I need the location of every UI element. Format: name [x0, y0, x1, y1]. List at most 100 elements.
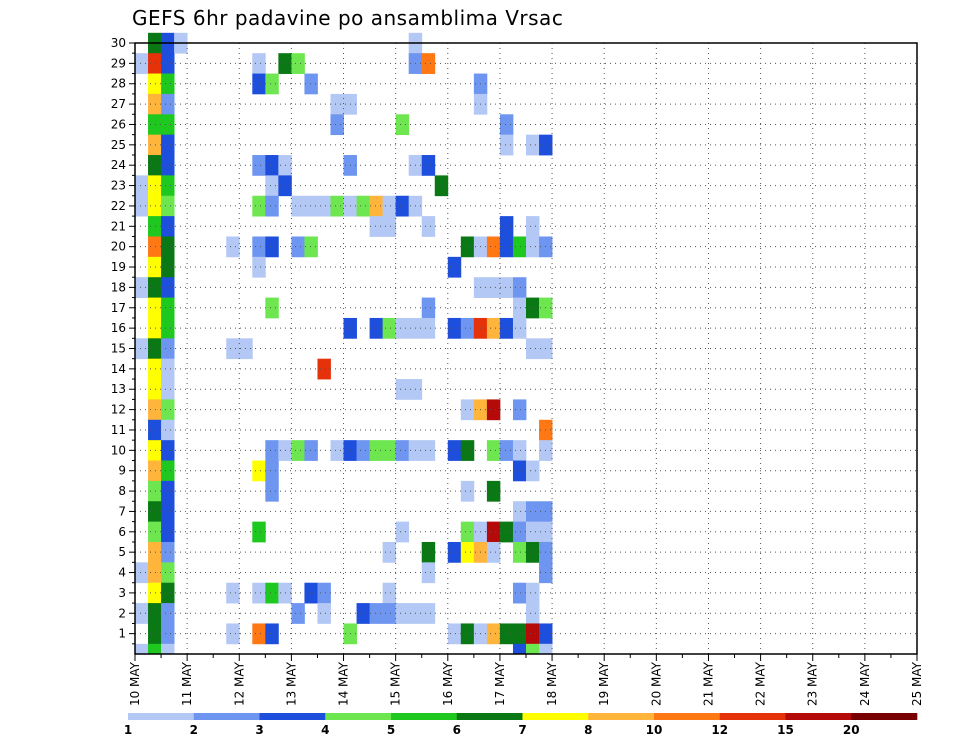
heatmap-cell	[148, 399, 162, 421]
heatmap-cell	[161, 134, 175, 156]
heatmap-cell	[161, 440, 175, 461]
x-tick-label: 20 MAY	[649, 661, 663, 706]
y-tick-label: 23	[111, 179, 126, 193]
heatmap-cell	[265, 582, 279, 604]
heatmap-cell	[161, 93, 175, 115]
heatmap-cell	[161, 582, 175, 604]
heatmap-cell	[252, 73, 266, 95]
heatmap-cell	[161, 358, 175, 380]
heatmap-cell	[148, 480, 162, 502]
heatmap-cell	[135, 277, 149, 298]
colorbar-label: 6	[453, 723, 461, 737]
x-tick-label: 24 MAY	[858, 661, 872, 706]
heatmap-cell	[148, 236, 162, 258]
heatmap-cell	[291, 603, 305, 624]
x-tick-label: 21 MAY	[701, 661, 715, 706]
heatmap-cell	[395, 379, 410, 400]
x-axis-ticks: 10 MAY 11 MAY 12 MAY 13 MAY 14 MAY 15 MAY 16 M…	[128, 654, 924, 706]
heatmap-cell	[148, 155, 162, 176]
heatmap-cell	[460, 541, 475, 563]
heatmap-cell	[148, 256, 162, 278]
y-tick-label: 15	[111, 342, 126, 356]
heatmap-cell	[499, 236, 514, 258]
colorbar-label: 8	[584, 723, 592, 737]
heatmap-cell	[382, 582, 397, 604]
heatmap-cell	[369, 603, 384, 624]
heatmap-cell	[317, 582, 331, 604]
heatmap-cell	[382, 541, 397, 563]
heatmap-cell	[135, 603, 149, 624]
heatmap-cell	[499, 440, 514, 461]
heatmap-cell	[265, 623, 279, 645]
heatmap-cell	[369, 195, 384, 217]
heatmap-cell	[161, 541, 175, 563]
heatmap-cell	[317, 195, 331, 217]
heatmap-cell	[135, 175, 149, 197]
heatmap-cell	[395, 440, 410, 461]
heatmap-cell	[486, 277, 501, 298]
heatmap-cell	[330, 93, 344, 115]
heatmap-cell	[161, 73, 175, 95]
heatmap-cell	[148, 582, 162, 604]
heatmap-cell	[512, 521, 527, 543]
heatmap-cell	[161, 256, 175, 278]
heatmap-cell	[148, 216, 162, 237]
heatmap-cell	[486, 440, 501, 461]
heatmap-cell	[512, 317, 527, 339]
y-tick-label: 11	[111, 423, 126, 437]
colorbar-swatch	[522, 713, 589, 720]
heatmap-cell	[512, 399, 527, 421]
heatmap-cell	[148, 460, 162, 482]
y-tick-label: 20	[111, 240, 126, 254]
heatmap-cell	[499, 317, 514, 339]
heatmap-cell	[382, 603, 397, 624]
heatmap-cell	[148, 358, 162, 380]
heatmap-cell	[526, 297, 540, 319]
heatmap-cell	[265, 480, 279, 502]
x-tick-label: 23 MAY	[806, 661, 820, 706]
heatmap-cell	[252, 582, 266, 604]
heatmap-cell	[382, 216, 397, 237]
x-tick-label: 14 MAY	[337, 661, 351, 706]
heatmap-cell	[135, 643, 149, 655]
heatmap-cell	[226, 582, 240, 604]
heatmap-cell	[421, 317, 436, 339]
heatmap-cell	[382, 440, 397, 461]
y-tick-label: 2	[118, 606, 126, 620]
heatmap-cell	[161, 379, 175, 400]
heatmap-cell	[526, 521, 540, 543]
heatmap-cell	[135, 195, 149, 217]
heatmap-cell	[447, 623, 462, 645]
heatmap-cell	[161, 521, 175, 543]
heatmap-cell	[161, 501, 175, 523]
heatmap-cell	[395, 317, 410, 339]
x-tick-label: 18 MAY	[545, 661, 559, 706]
x-tick-label: 16 MAY	[441, 661, 455, 706]
heatmap-cell	[304, 440, 318, 461]
heatmap-cell	[148, 379, 162, 400]
heatmap-cell	[486, 480, 501, 502]
heatmap-cell	[161, 216, 175, 237]
heatmap-cell	[148, 175, 162, 197]
heatmap-cell	[526, 236, 540, 258]
heatmap-cell	[148, 643, 162, 655]
y-tick-label: 12	[111, 403, 126, 417]
heatmap-cell	[161, 419, 175, 441]
heatmap-cell	[526, 134, 540, 156]
heatmap-cell	[421, 297, 436, 319]
y-tick-label: 14	[111, 362, 126, 376]
heatmap-cell	[265, 236, 279, 258]
heatmap-cell	[291, 53, 305, 74]
y-tick-label: 16	[111, 321, 126, 335]
heatmap-cell	[447, 317, 462, 339]
y-tick-label: 24	[111, 158, 126, 172]
heatmap-cell	[356, 195, 370, 217]
heatmap-cell	[291, 440, 305, 461]
heatmap-cell	[526, 603, 540, 624]
heatmap-cell	[460, 623, 475, 645]
heatmap-cell	[526, 582, 540, 604]
heatmap-cell	[148, 419, 162, 441]
heatmap-cell	[265, 73, 279, 95]
heatmap-cell	[304, 195, 318, 217]
